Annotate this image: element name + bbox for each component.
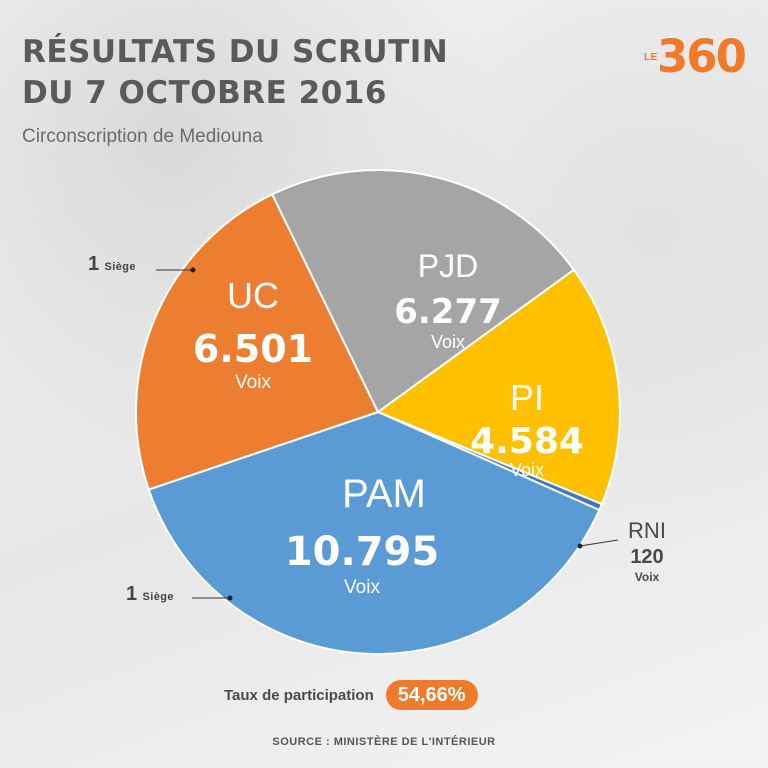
rni-party: RNI [628, 518, 666, 543]
slice-label-pi: PI [510, 377, 544, 418]
seat-count-uc: 1 [88, 253, 100, 275]
slice-value-pam: 10.795 [285, 529, 439, 575]
title-line-2: DU 7 OCTOBRE 2016 [22, 75, 387, 111]
seat-count-pam: 1 [126, 583, 138, 605]
pie-slice-uc [135, 192, 380, 491]
leader-line-rni-dot [577, 543, 583, 549]
rni-votes: 120 [630, 546, 664, 568]
slice-label-uc: UC [227, 275, 279, 316]
chart-subtitle: Circonscription de Mediouna [22, 126, 263, 147]
logo-prefix: LE [644, 52, 658, 63]
slice-value-uc: 6.501 [193, 327, 313, 371]
slice-unit-pjd: Voix [431, 332, 465, 352]
title-line-1: RÉSULTATS DU SCRUTIN [22, 34, 449, 70]
slice-label-pjd: PJD [418, 248, 478, 284]
pie-slice-pam [147, 410, 601, 655]
leader-line-uc-dot [190, 267, 196, 273]
chart-title: RÉSULTATS DU SCRUTIN DU 7 OCTOBRE 2016 [22, 32, 448, 114]
leader-line-rni [579, 539, 619, 547]
turnout: Taux de participation 54,66% [224, 680, 478, 710]
rni-unit: Voix [634, 570, 660, 584]
pie-slice-pi [375, 268, 621, 506]
slice-value-pjd: 6.277 [394, 292, 502, 332]
slice-unit-pam: Voix [344, 577, 380, 598]
turnout-badge: 54,66% [385, 680, 478, 710]
rni-callout: RNI 120 Voix [612, 518, 682, 584]
turnout-label: Taux de participation [224, 686, 374, 704]
source-note: SOURCE : MINISTÈRE DE L'INTÉRIEUR [272, 736, 496, 748]
pie-slice-pjd [270, 169, 576, 414]
seat-word-uc: Siège [104, 261, 136, 273]
slice-unit-pi: Voix [510, 460, 544, 480]
slice-label-pam: PAM [342, 472, 426, 516]
logo-number: 360 [657, 30, 747, 83]
le360-logo: LE 360 [640, 30, 750, 86]
seat-word-pam: Siège [142, 591, 174, 603]
seat-label-uc: 1 Siège [88, 253, 136, 276]
leader-line-pam-dot [227, 595, 233, 601]
slice-value-pi: 4.584 [470, 421, 584, 462]
slice-unit-uc: Voix [235, 372, 271, 393]
seat-label-pam: 1 Siège [126, 583, 174, 606]
